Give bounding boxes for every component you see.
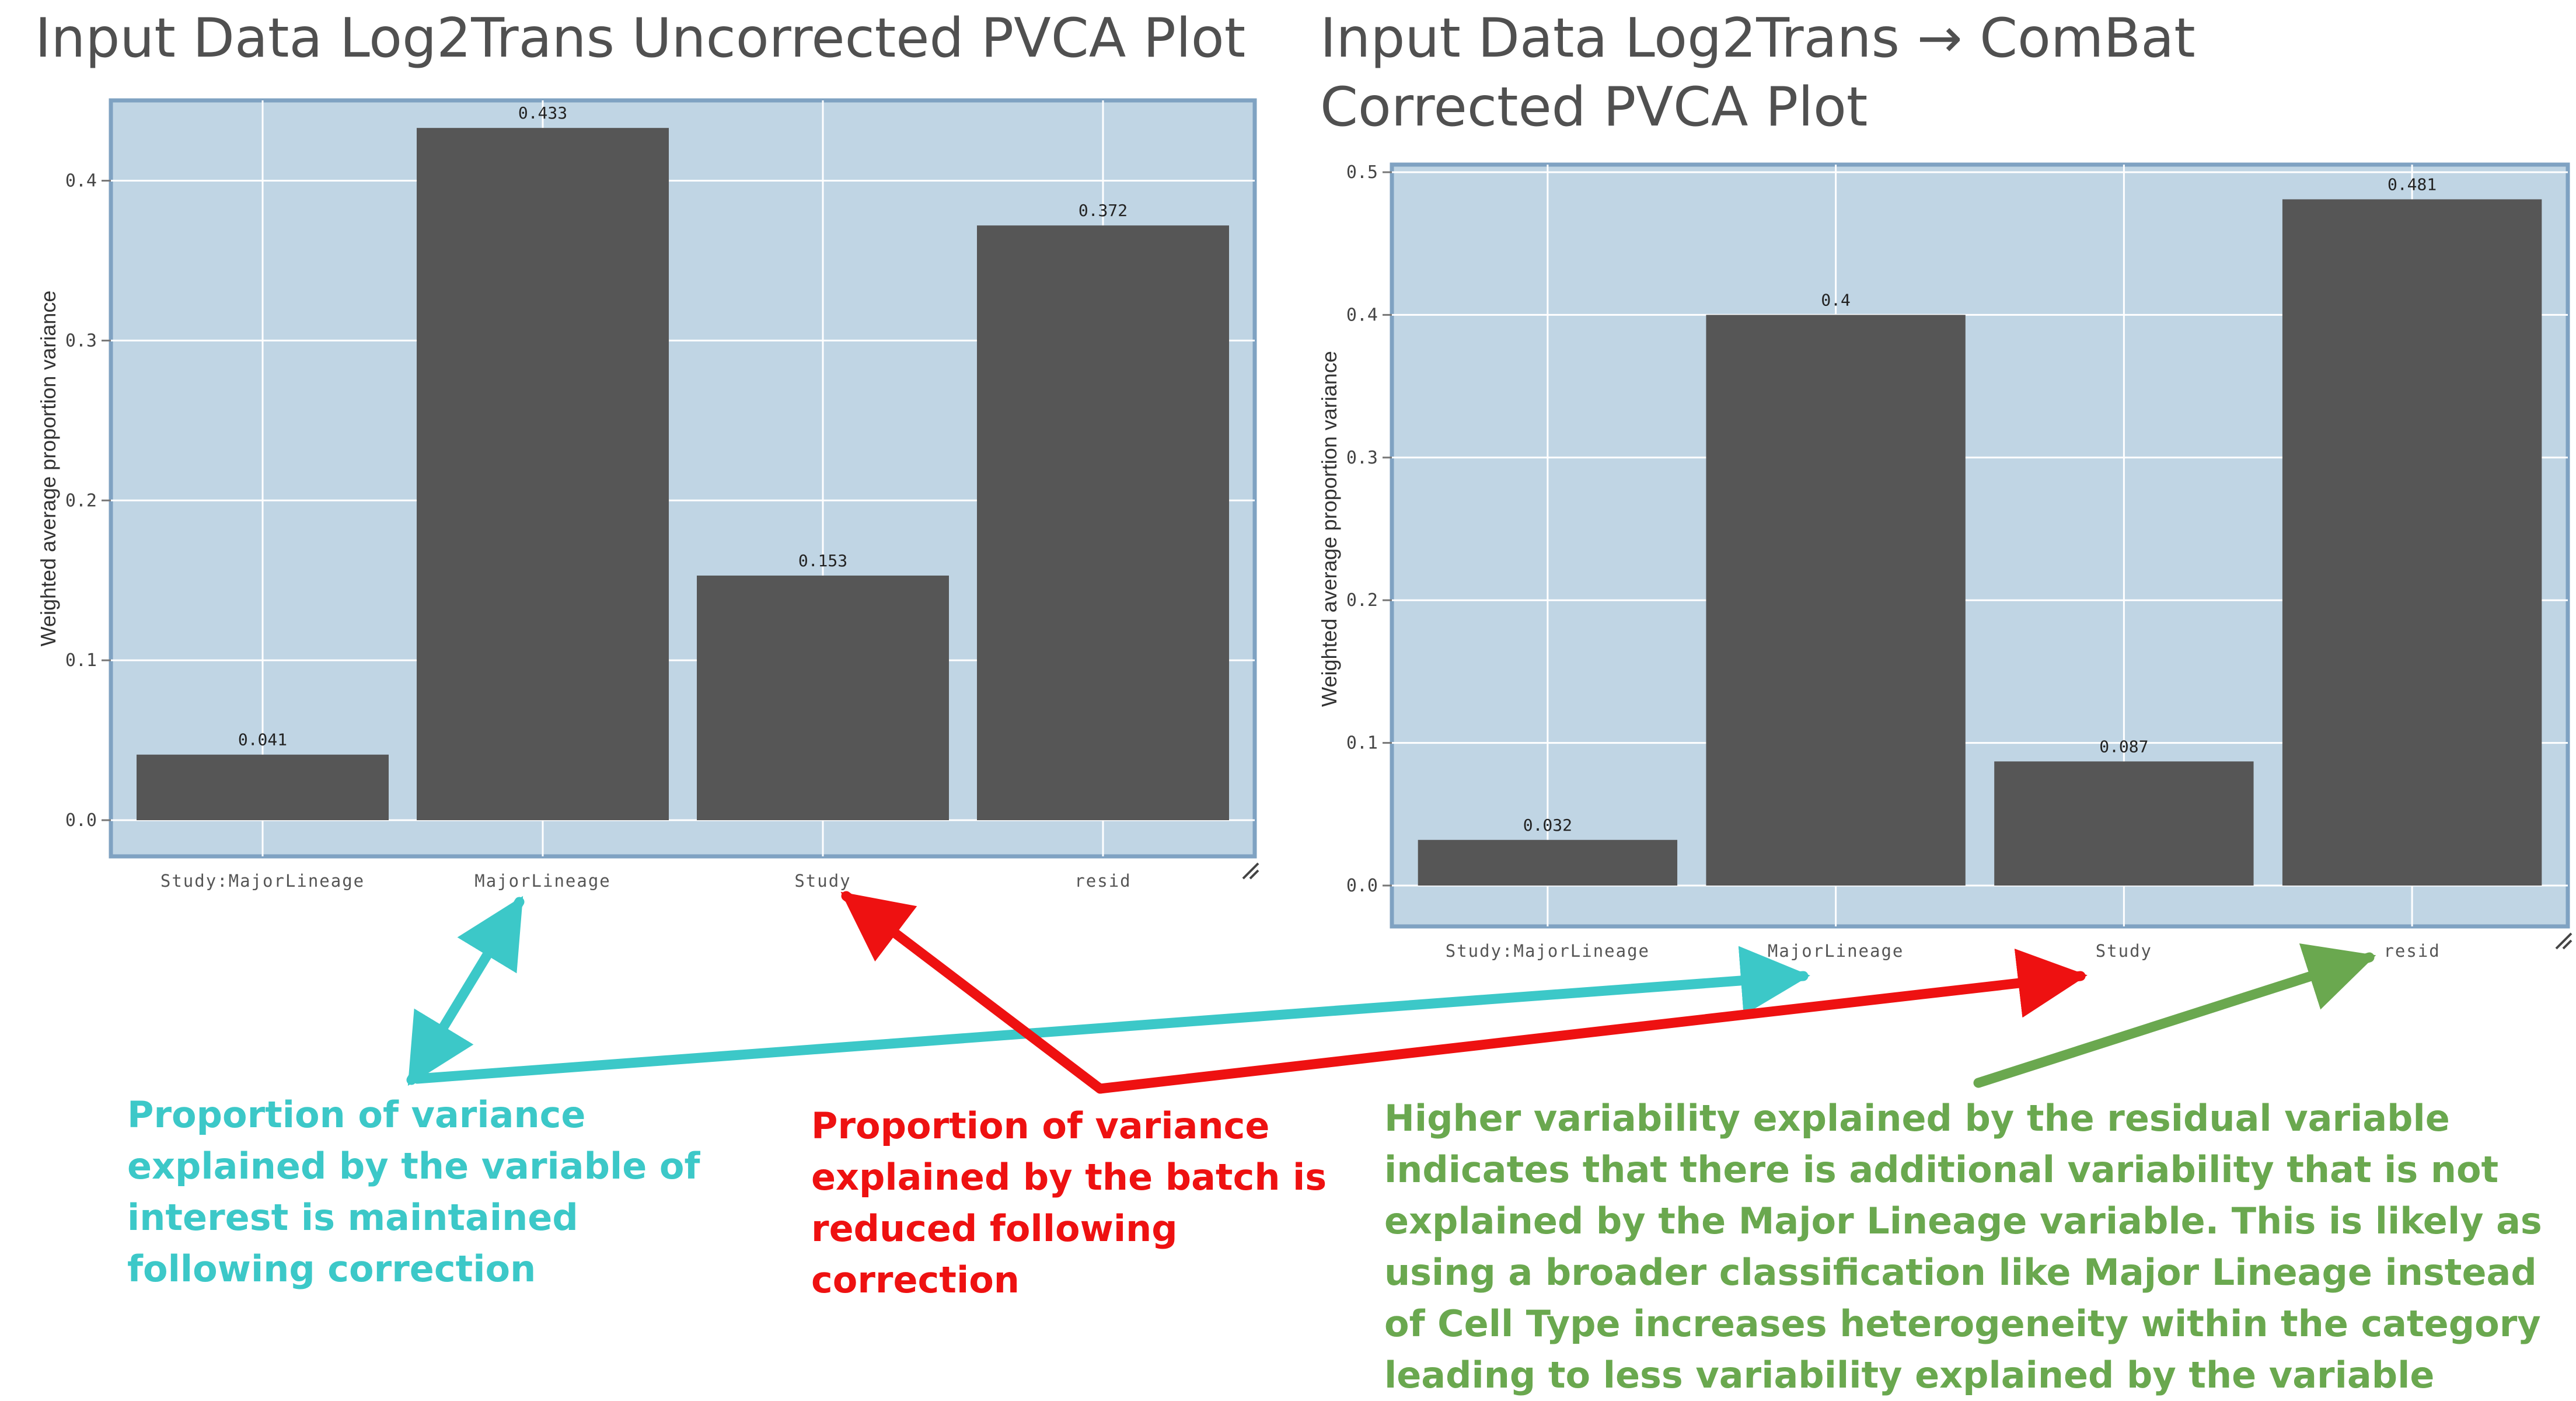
resize-grip-icon[interactable] [1242, 862, 1259, 880]
x-tick-label: Study [2096, 941, 2152, 961]
y-tick-label: 0.4 [1346, 305, 1378, 325]
annotation-interest-text: Proportion of variance explained by the … [127, 1093, 700, 1290]
bar [1418, 839, 1678, 886]
arrow-batch-right [1095, 949, 2088, 1094]
bar-data-label: 0.4 [1821, 290, 1851, 309]
annotation-arrows [406, 891, 2376, 1094]
bar [137, 754, 389, 820]
bar-data-label: 0.087 [2099, 737, 2148, 756]
y-tick-label: 0.5 [1346, 162, 1378, 183]
bar-data-label: 0.433 [518, 103, 567, 123]
chart-corrected: 0.0 0.1 0.2 0.3 0.4 0.5 0.032 Study:MajorLineag… [1317, 162, 2572, 961]
x-tick-label: Study:MajorLineage [1446, 941, 1650, 961]
y-tick-label: 0.1 [65, 650, 97, 671]
bar [2282, 199, 2542, 886]
x-tick-label: resid [2383, 941, 2440, 961]
y-tick-label: 0.3 [1346, 448, 1378, 468]
bar [1706, 315, 1966, 886]
bar-data-label: 0.372 [1078, 201, 1128, 220]
bar [977, 225, 1229, 820]
y-axis-label: Weighted average proportion variance [1317, 351, 1341, 707]
arrow-interest-right [412, 946, 1810, 1084]
bar-data-label: 0.153 [798, 551, 847, 570]
chart-title-uncorrected: Input Data Log2Trans Uncorrected PVCA Pl… [35, 6, 1246, 69]
resize-grip-icon[interactable] [2555, 932, 2572, 950]
x-tick-label: Study:MajorLineage [160, 871, 365, 891]
annotation-resid-text: Higher variability explained by the resi… [1384, 1097, 2542, 1396]
bar-data-label: 0.041 [238, 730, 287, 750]
x-tick-label: MajorLineage [1768, 941, 1904, 961]
y-tick-label: 0.3 [65, 330, 97, 351]
y-tick-label: 0.2 [1346, 590, 1378, 611]
arrow-batch-left [840, 891, 1105, 1094]
arrow-interest-left [406, 895, 525, 1086]
chart-title-corrected-text: Input Data Log2Trans → ComBat Corrected … [1320, 6, 2195, 138]
y-tick-label: 0.2 [65, 490, 97, 511]
bar [1994, 761, 2254, 886]
x-tick-label: resid [1074, 871, 1131, 891]
y-tick-label: 0.0 [1346, 876, 1378, 896]
x-tick-label: Study [794, 871, 851, 891]
arrow-resid [1973, 943, 2376, 1088]
y-tick-label: 0.4 [65, 171, 97, 191]
figure-canvas: 0.00.10.20.30.40.041Study:MajorLineage0.… [36, 98, 2572, 1094]
y-tick-label: 0.1 [1346, 733, 1378, 754]
y-axis-label: Weighted average proportion variance [36, 291, 60, 647]
x-tick-label: MajorLineage [474, 871, 611, 891]
chart-title-corrected: Input Data Log2Trans → ComBat Corrected … [1320, 4, 2429, 141]
bar [697, 575, 949, 820]
bar-data-label: 0.032 [1523, 815, 1572, 835]
chart-uncorrected: 0.0 0.1 0.2 0.3 0.4 0.041 Study:MajorLineage 0.… [36, 98, 1259, 891]
bar-data-label: 0.481 [2387, 175, 2437, 194]
bar [417, 128, 669, 821]
y-tick-label: 0.0 [65, 810, 97, 831]
annotation-batch-text: Proportion of variance explained by the … [811, 1104, 1327, 1301]
